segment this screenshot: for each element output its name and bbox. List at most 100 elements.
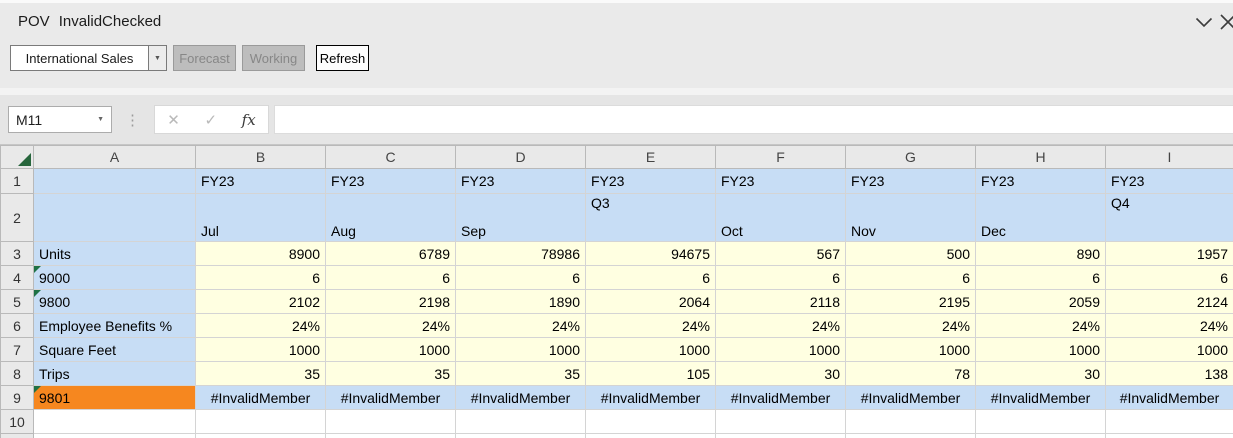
- cell[interactable]: 2059: [975, 289, 1106, 314]
- row-header[interactable]: 1: [0, 168, 34, 194]
- row-header[interactable]: 4: [0, 265, 34, 290]
- cell[interactable]: 35: [325, 361, 456, 386]
- row-header[interactable]: 10: [0, 409, 34, 434]
- cell[interactable]: 24%: [195, 313, 326, 338]
- cell[interactable]: 2198: [325, 289, 456, 314]
- column-header-h[interactable]: H: [975, 145, 1106, 169]
- cell[interactable]: #InvalidMember: [1105, 385, 1233, 410]
- row-label[interactable]: Employee Benefits %: [33, 313, 196, 338]
- cell[interactable]: [845, 409, 976, 434]
- formula-input[interactable]: [274, 105, 1233, 134]
- cell[interactable]: 24%: [1105, 313, 1233, 338]
- cell[interactable]: [1105, 409, 1233, 434]
- column-header-g[interactable]: G: [845, 145, 976, 169]
- pov-member-dropdown-icon[interactable]: ▼: [149, 45, 167, 71]
- cell[interactable]: #InvalidMember: [195, 385, 326, 410]
- chevron-down-icon[interactable]: [1192, 12, 1216, 32]
- column-header-a[interactable]: A: [33, 145, 196, 169]
- cell[interactable]: 6: [975, 265, 1106, 290]
- row-header[interactable]: 3: [0, 241, 34, 266]
- cell[interactable]: FY23: [715, 168, 846, 194]
- cell[interactable]: 2195: [845, 289, 976, 314]
- cell[interactable]: 1000: [845, 337, 976, 362]
- cell[interactable]: 6: [715, 265, 846, 290]
- cell[interactable]: 8900: [195, 241, 326, 266]
- enter-icon[interactable]: ✓: [204, 111, 218, 129]
- cell[interactable]: 6: [585, 265, 716, 290]
- cell[interactable]: 6: [455, 265, 586, 290]
- cell[interactable]: 24%: [975, 313, 1106, 338]
- row-label[interactable]: Trips: [33, 361, 196, 386]
- working-button[interactable]: Working: [242, 45, 305, 71]
- cell[interactable]: 24%: [585, 313, 716, 338]
- row-header[interactable]: 6: [0, 313, 34, 338]
- cell[interactable]: 2102: [195, 289, 326, 314]
- refresh-button[interactable]: Refresh: [316, 45, 369, 71]
- column-header-c[interactable]: C: [325, 145, 456, 169]
- cell[interactable]: [195, 409, 326, 434]
- cell[interactable]: [325, 409, 456, 434]
- cell[interactable]: 1000: [585, 337, 716, 362]
- row-header[interactable]: 2: [0, 193, 34, 242]
- name-box[interactable]: M11 ▼: [8, 106, 112, 133]
- row-header[interactable]: 7: [0, 337, 34, 362]
- cell[interactable]: 6: [325, 265, 456, 290]
- cell[interactable]: #InvalidMember: [975, 385, 1106, 410]
- cell[interactable]: 78986: [455, 241, 586, 266]
- cell[interactable]: FY23: [325, 168, 456, 194]
- cell[interactable]: #InvalidMember: [455, 385, 586, 410]
- column-header-e[interactable]: E: [585, 145, 716, 169]
- row-header[interactable]: 9: [0, 385, 34, 410]
- cell[interactable]: #InvalidMember: [715, 385, 846, 410]
- cell[interactable]: 138: [1105, 361, 1233, 386]
- name-box-dropdown-icon[interactable]: ▼: [97, 116, 104, 123]
- cell[interactable]: 24%: [715, 313, 846, 338]
- cell[interactable]: [975, 409, 1106, 434]
- cell[interactable]: 1000: [325, 337, 456, 362]
- cell[interactable]: 78: [845, 361, 976, 386]
- cell[interactable]: 2118: [715, 289, 846, 314]
- cell[interactable]: 6: [845, 265, 976, 290]
- cell[interactable]: FY23: [585, 168, 716, 194]
- cell[interactable]: Dec: [975, 193, 1106, 242]
- cell[interactable]: 94675: [585, 241, 716, 266]
- cell[interactable]: Jul: [195, 193, 326, 242]
- cell[interactable]: Aug: [325, 193, 456, 242]
- cell[interactable]: [455, 409, 586, 434]
- cell[interactable]: 30: [715, 361, 846, 386]
- cell[interactable]: [33, 193, 196, 242]
- insert-function-icon[interactable]: fx: [241, 110, 256, 129]
- cell[interactable]: FY23: [195, 168, 326, 194]
- close-icon[interactable]: [1216, 12, 1233, 32]
- row-label[interactable]: 9000: [33, 265, 196, 290]
- cell[interactable]: 24%: [845, 313, 976, 338]
- cell[interactable]: 1000: [975, 337, 1106, 362]
- cancel-icon[interactable]: ✕: [167, 111, 180, 129]
- cell[interactable]: 1000: [195, 337, 326, 362]
- cell[interactable]: Nov: [845, 193, 976, 242]
- row-header[interactable]: 8: [0, 361, 34, 386]
- cell[interactable]: FY23: [975, 168, 1106, 194]
- cell[interactable]: [33, 168, 196, 194]
- cell[interactable]: 1957: [1105, 241, 1233, 266]
- row-label[interactable]: Square Feet: [33, 337, 196, 362]
- cell[interactable]: #InvalidMember: [325, 385, 456, 410]
- cell[interactable]: 6789: [325, 241, 456, 266]
- row-label[interactable]: 9800: [33, 289, 196, 314]
- cell[interactable]: 24%: [325, 313, 456, 338]
- cell[interactable]: 2064: [585, 289, 716, 314]
- forecast-button[interactable]: Forecast: [173, 45, 236, 71]
- cell[interactable]: 1000: [1105, 337, 1233, 362]
- cell[interactable]: Q4: [1105, 193, 1233, 242]
- cell[interactable]: 24%: [455, 313, 586, 338]
- cell[interactable]: FY23: [845, 168, 976, 194]
- cell[interactable]: FY23: [1105, 168, 1233, 194]
- cell[interactable]: 1000: [715, 337, 846, 362]
- cell[interactable]: 500: [845, 241, 976, 266]
- pov-member-selector[interactable]: International Sales: [10, 45, 149, 71]
- cell[interactable]: 30: [975, 361, 1106, 386]
- cell[interactable]: Oct: [715, 193, 846, 242]
- cell[interactable]: #InvalidMember: [585, 385, 716, 410]
- cell[interactable]: 6: [195, 265, 326, 290]
- cell[interactable]: #InvalidMember: [845, 385, 976, 410]
